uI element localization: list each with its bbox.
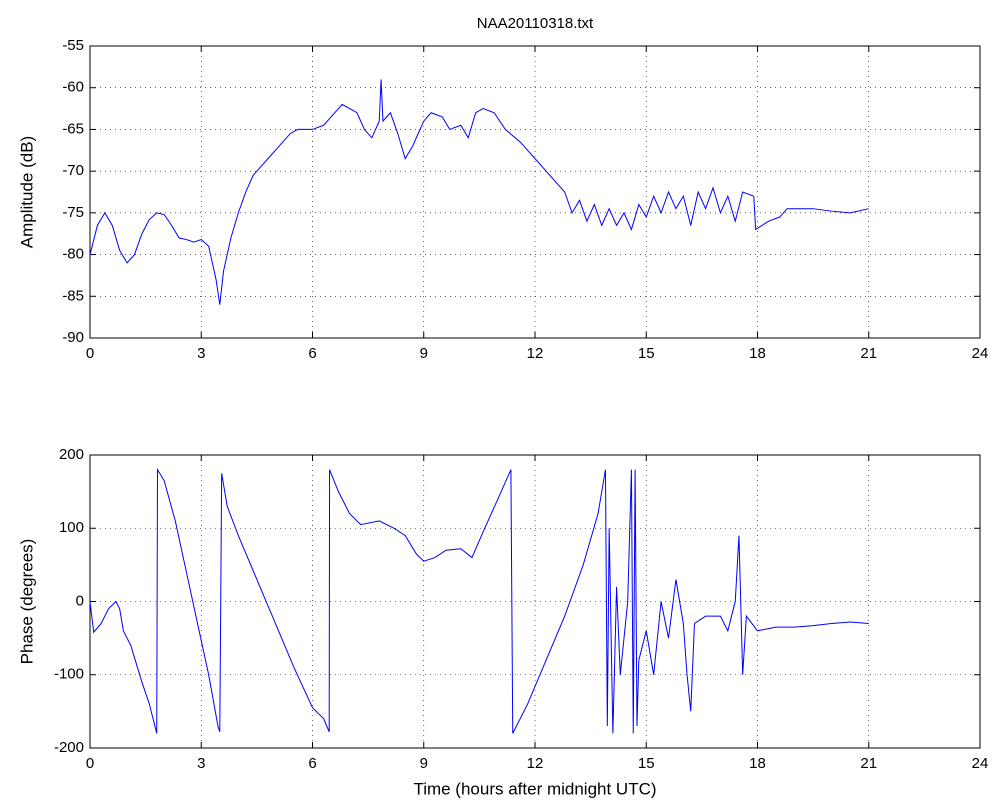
y-tick-label: -60 xyxy=(62,79,84,96)
x-tick-label: 9 xyxy=(420,345,428,362)
data-line xyxy=(89,79,869,305)
x-tick-label: 24 xyxy=(972,755,989,772)
x-axis-label: Time (hours after midnight UTC) xyxy=(413,779,656,798)
x-tick-label: 6 xyxy=(308,755,316,772)
x-tick-label: 12 xyxy=(527,345,544,362)
x-tick-label: 15 xyxy=(638,345,655,362)
data-line xyxy=(89,467,869,734)
x-tick-label: 0 xyxy=(86,345,94,362)
y-axis-label: Amplitude (dB) xyxy=(17,136,36,248)
y-tick-label: 0 xyxy=(76,592,84,609)
y-axis-label: Phase (degrees) xyxy=(17,539,36,665)
x-tick-label: 18 xyxy=(749,755,766,772)
x-tick-label: 21 xyxy=(860,755,877,772)
y-tick-label: -55 xyxy=(62,37,84,54)
x-tick-label: 15 xyxy=(638,755,655,772)
y-tick-label: -75 xyxy=(62,204,84,221)
y-tick-label: -80 xyxy=(62,246,84,263)
y-tick-label: -70 xyxy=(62,162,84,179)
y-tick-label: -200 xyxy=(54,739,84,756)
x-tick-label: 0 xyxy=(86,755,94,772)
x-tick-label: 3 xyxy=(197,755,205,772)
y-tick-label: -85 xyxy=(62,287,84,304)
axes-box xyxy=(89,45,981,339)
x-tick-label: 12 xyxy=(527,755,544,772)
y-tick-label: 100 xyxy=(59,519,84,536)
x-tick-label: 21 xyxy=(860,345,877,362)
x-tick-label: 18 xyxy=(749,345,766,362)
y-tick-label: -100 xyxy=(54,666,84,683)
y-tick-label: -65 xyxy=(62,120,84,137)
y-tick-label: -90 xyxy=(62,329,84,346)
x-tick-label: 3 xyxy=(197,345,205,362)
x-tick-label: 9 xyxy=(420,755,428,772)
y-tick-label: 200 xyxy=(59,446,84,463)
x-tick-label: 6 xyxy=(308,345,316,362)
x-tick-label: 24 xyxy=(972,345,989,362)
chart-title: NAA20110318.txt xyxy=(477,15,594,32)
